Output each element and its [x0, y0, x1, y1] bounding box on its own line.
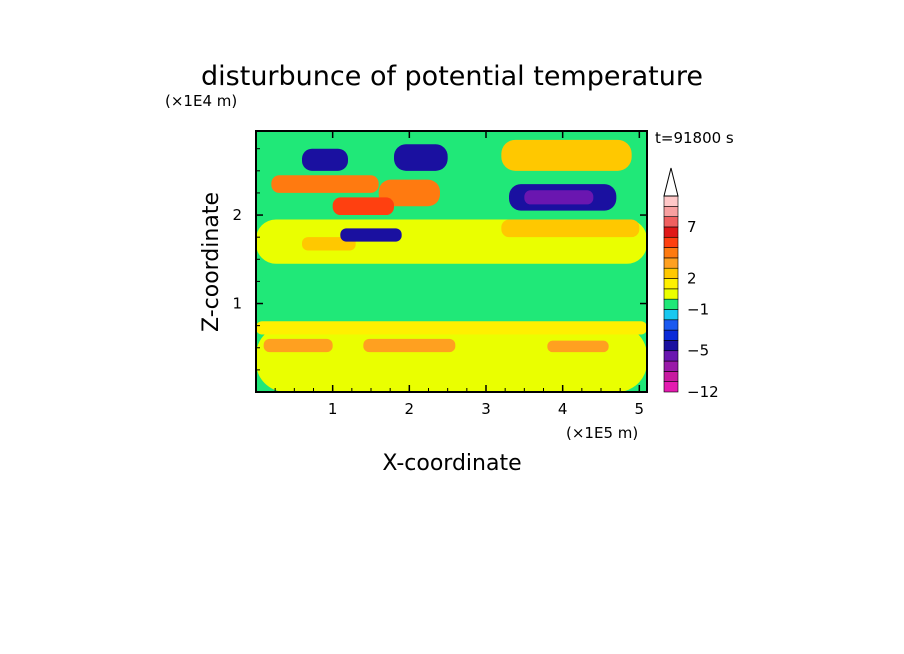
colorbar-swatch — [663, 371, 679, 382]
plot-frame — [255, 130, 648, 393]
y-tick-label: 2 — [232, 206, 242, 224]
x-tick-label: 5 — [635, 400, 645, 418]
colorbar-swatch — [663, 381, 679, 393]
colorbar-swatch — [663, 319, 679, 331]
contour-region — [271, 175, 379, 193]
colorbar-swatch — [663, 206, 679, 217]
colorbar-swatch — [663, 340, 679, 352]
colorbar-swatch — [663, 257, 679, 269]
colorbar: 7 2 −1 −5 −12 — [663, 167, 719, 401]
contour-region — [256, 321, 647, 335]
contour-region — [302, 237, 356, 251]
contour-region — [501, 139, 632, 171]
colorbar-swatch — [663, 247, 679, 259]
colorbar-swatch — [663, 216, 679, 228]
colorbar-label: −1 — [687, 300, 709, 318]
colorbar-swatch — [663, 195, 679, 207]
colorbar-label: 2 — [687, 270, 697, 288]
x-scale-label: (×1E5 m) — [566, 424, 638, 442]
x-tick-label: 1 — [328, 400, 338, 418]
time-label: t=91800 s — [655, 129, 734, 147]
contour-region — [256, 272, 647, 317]
contour-region — [256, 325, 647, 392]
x-axis-ticks: 1 2 3 4 5 — [274, 131, 645, 418]
contour-region — [302, 148, 348, 171]
contour-region — [363, 338, 456, 353]
colorbar-label: −12 — [687, 383, 719, 401]
contour-region — [547, 340, 609, 353]
contour-region — [501, 219, 640, 238]
contour-region — [378, 179, 440, 207]
y-scale-label: (×1E4 m) — [165, 92, 237, 110]
colorbar-swatch — [663, 350, 679, 362]
colorbar-label: 7 — [687, 218, 697, 236]
contour-regions — [256, 139, 647, 392]
x-tick-label: 3 — [481, 400, 491, 418]
colorbar-swatch — [663, 267, 679, 279]
colorbar-swatch — [663, 329, 679, 341]
x-axis-label: X-coordinate — [382, 451, 521, 476]
contour-region — [332, 197, 394, 216]
colorbar-swatch — [663, 360, 679, 372]
colorbar-overflow-arrow — [663, 167, 679, 197]
colorbar-swatch — [663, 278, 679, 290]
colorbar-swatch — [663, 309, 679, 321]
contour-region — [263, 338, 333, 353]
colorbar-swatch — [663, 226, 679, 238]
colorbar-swatch — [663, 298, 679, 310]
contour-region — [340, 228, 402, 242]
x-tick-label: 2 — [405, 400, 415, 418]
contour-region — [394, 144, 448, 171]
colorbar-label: −5 — [687, 342, 709, 360]
contour-region — [524, 190, 594, 205]
y-tick-label: 1 — [232, 295, 242, 313]
y-axis-label: Z-coordinate — [199, 192, 224, 332]
colorbar-swatch — [663, 288, 679, 300]
y-axis-ticks: 12 — [232, 148, 647, 371]
colorbar-swatch — [663, 236, 679, 248]
x-tick-label: 4 — [558, 400, 568, 418]
chart-title: disturbunce of potential temperature — [201, 61, 703, 92]
